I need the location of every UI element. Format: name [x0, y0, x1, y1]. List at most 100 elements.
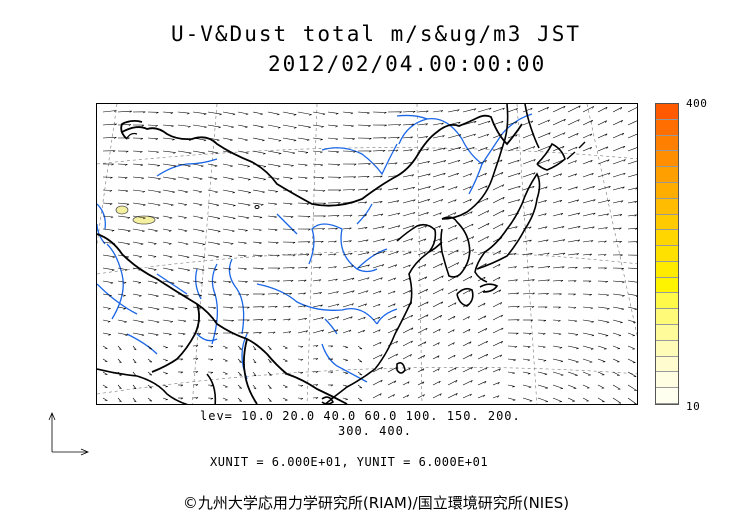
wind-vector-head — [605, 120, 607, 123]
wind-vector-head — [260, 204, 264, 206]
wind-vector — [177, 254, 190, 258]
wind-vector — [267, 150, 282, 154]
wind-vector — [117, 371, 122, 376]
wind-vector-head — [453, 316, 456, 319]
wind-vector — [507, 226, 518, 230]
wind-vector — [312, 345, 319, 347]
wind-vector-head — [604, 267, 607, 270]
wind-vector-head — [195, 345, 199, 348]
wind-vector-head — [473, 108, 477, 111]
wind-vector — [582, 119, 593, 126]
wind-vector — [567, 306, 577, 308]
wind-vector-head — [502, 184, 505, 187]
wind-vector — [252, 384, 257, 390]
wind-vector — [132, 358, 137, 364]
wind-vector-head — [437, 342, 440, 345]
wind-vector-head — [156, 295, 159, 298]
wind-vector-head — [443, 160, 447, 163]
wind-vector-head — [454, 212, 457, 215]
wind-vector-head — [606, 321, 610, 324]
wind-vector-head — [170, 321, 173, 323]
wind-vector-head — [411, 327, 414, 331]
wind-vector — [177, 202, 187, 205]
wind-vector — [162, 332, 172, 335]
wind-vector — [567, 332, 579, 335]
wind-vector — [447, 159, 461, 165]
wind-vector-head — [345, 399, 348, 401]
wind-vector — [402, 354, 412, 360]
wind-vector — [492, 250, 501, 256]
wind-vector-head — [473, 133, 476, 137]
wind-vector-head — [527, 359, 531, 362]
wind-vector — [147, 319, 160, 323]
wind-vector-head — [369, 138, 372, 140]
wind-vector — [357, 252, 370, 256]
wind-vector-head — [292, 254, 296, 257]
wind-vector-head — [380, 354, 383, 357]
wind-vector-head — [395, 149, 399, 152]
wind-vector-head — [229, 152, 233, 154]
wind-vector-head — [547, 252, 550, 255]
wind-vector — [282, 318, 291, 321]
wind-vector — [537, 213, 547, 217]
wind-vector-head — [439, 250, 442, 254]
wind-vector — [387, 149, 399, 152]
wind-vector-head — [634, 201, 637, 204]
wind-vector — [387, 238, 400, 243]
wind-vector-head — [277, 127, 281, 129]
wind-vector-head — [527, 346, 531, 348]
wind-vector — [417, 355, 425, 360]
wind-vector-head — [320, 304, 323, 307]
wind-vector — [357, 384, 363, 389]
wind-vector — [312, 163, 323, 166]
wind-vector — [477, 353, 488, 360]
wind-vector — [537, 293, 549, 295]
wind-vector-head — [456, 249, 459, 253]
wind-vector — [117, 189, 129, 192]
wind-vector-head — [442, 135, 445, 138]
wind-vector-head — [114, 110, 117, 113]
wind-vector-head — [425, 123, 428, 126]
wind-vector-head — [263, 166, 267, 168]
wind-vector-head — [366, 176, 370, 178]
wind-vector — [237, 150, 249, 154]
wind-vector — [507, 253, 517, 256]
colorbar-segment — [656, 246, 678, 262]
colorbar-segment — [656, 309, 678, 326]
wind-vector-head — [367, 277, 370, 280]
wind-vector-head — [154, 269, 157, 271]
wind-vector — [207, 267, 218, 270]
wind-vector-head — [180, 397, 184, 400]
wind-vector — [342, 277, 355, 282]
wind-vector — [282, 397, 288, 401]
wind-vector-head — [425, 225, 428, 228]
wind-vector — [582, 133, 593, 139]
wind-vector-head — [542, 333, 546, 335]
wind-vector-head — [274, 229, 278, 232]
wind-vector — [147, 150, 159, 153]
wind-vector-head — [276, 178, 280, 180]
wind-vector — [432, 122, 444, 126]
wind-vector — [597, 120, 607, 126]
wind-vector — [522, 172, 536, 178]
wind-vector-head — [180, 371, 184, 374]
wind-vector — [117, 228, 131, 232]
wind-vector-head — [456, 172, 459, 176]
wind-vector — [582, 371, 591, 376]
wind-vector — [432, 380, 441, 386]
wind-vector-head — [378, 316, 381, 320]
wind-vector-head — [425, 136, 428, 139]
wind-vector — [612, 371, 620, 376]
wind-vector — [147, 137, 158, 139]
wind-vector — [312, 266, 322, 269]
wind-vector — [177, 280, 190, 284]
wind-vector — [207, 202, 219, 206]
wind-vector — [282, 150, 295, 154]
wind-vector-head — [410, 161, 413, 165]
wind-vector — [117, 280, 127, 283]
wind-vector — [477, 160, 487, 165]
wind-vector — [282, 124, 297, 128]
wind-vector — [282, 111, 297, 115]
wind-vector — [177, 332, 186, 335]
